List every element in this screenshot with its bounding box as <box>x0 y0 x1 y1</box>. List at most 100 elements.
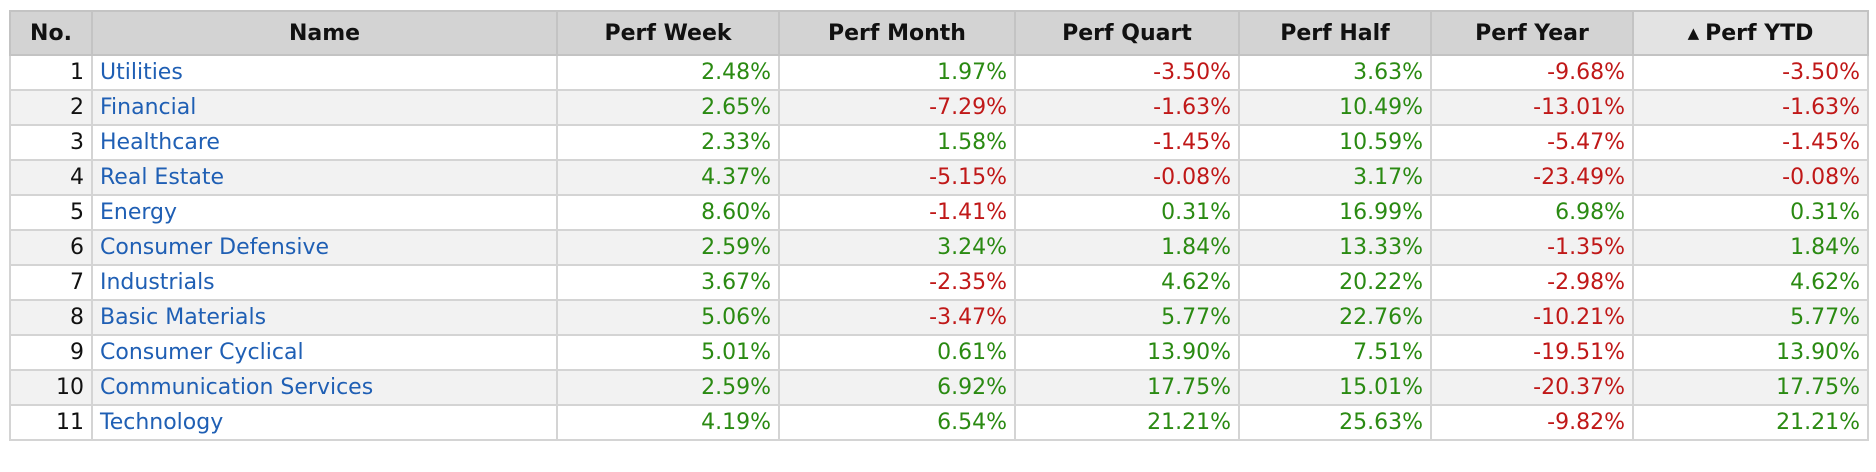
sort-up-icon: ▲ <box>1687 23 1700 42</box>
table-body: 1 Utilities 2.48% 1.97% -3.50% 3.63% -9.68% -3.… <box>9 54 1869 441</box>
perf-quart-cell: 5.77% <box>1014 299 1240 336</box>
header-row: No. Name Perf Week Perf Month Perf Quart… <box>9 10 1869 56</box>
sector-link[interactable]: Utilities <box>100 60 183 85</box>
perf-ytd-cell: 1.84% <box>1632 229 1869 266</box>
perf-month-cell: -1.41% <box>778 194 1016 231</box>
row-number-cell: 3 <box>9 124 93 161</box>
perf-half-cell: 22.76% <box>1238 299 1432 336</box>
sector-name-cell: Utilities <box>91 54 558 91</box>
perf-ytd-cell: -1.45% <box>1632 124 1869 161</box>
sector-name-cell: Financial <box>91 89 558 126</box>
table-row[interactable]: 6 Consumer Defensive 2.59% 3.24% 1.84% 13.33%… <box>9 229 1869 266</box>
sector-name-cell: Energy <box>91 194 558 231</box>
perf-ytd-cell: 0.31% <box>1632 194 1869 231</box>
perf-half-cell: 3.63% <box>1238 54 1432 91</box>
perf-month-cell: -7.29% <box>778 89 1016 126</box>
column-header-label: No. <box>30 20 72 46</box>
sector-name-cell: Basic Materials <box>91 299 558 336</box>
perf-month-cell: -5.15% <box>778 159 1016 196</box>
row-number-cell: 7 <box>9 264 93 301</box>
perf-year-cell: -9.68% <box>1430 54 1634 91</box>
row-number-cell: 9 <box>9 334 93 371</box>
perf-week-cell: 2.65% <box>556 89 780 126</box>
sector-link[interactable]: Industrials <box>100 270 215 295</box>
table-row[interactable]: 5 Energy 8.60% -1.41% 0.31% 16.99% 6.98% 0.31% <box>9 194 1869 231</box>
table-row[interactable]: 2 Financial 2.65% -7.29% -1.63% 10.49% -13.01%… <box>9 89 1869 126</box>
perf-year-cell: -13.01% <box>1430 89 1634 126</box>
perf-year-cell: -19.51% <box>1430 334 1634 371</box>
sector-link[interactable]: Basic Materials <box>100 305 267 330</box>
perf-month-cell: 6.92% <box>778 369 1016 406</box>
sector-performance-table-container: No. Name Perf Week Perf Month Perf Quart… <box>9 10 1869 441</box>
column-header-perf-year[interactable]: Perf Year <box>1430 10 1634 56</box>
perf-ytd-cell: -3.50% <box>1632 54 1869 91</box>
perf-month-cell: 3.24% <box>778 229 1016 266</box>
perf-ytd-cell: 4.62% <box>1632 264 1869 301</box>
perf-half-cell: 25.63% <box>1238 404 1432 441</box>
perf-half-cell: 7.51% <box>1238 334 1432 371</box>
table-row[interactable]: 3 Healthcare 2.33% 1.58% -1.45% 10.59% -5.47% -… <box>9 124 1869 161</box>
sector-link[interactable]: Healthcare <box>100 130 220 155</box>
sector-link[interactable]: Real Estate <box>100 165 225 190</box>
perf-year-cell: -5.47% <box>1430 124 1634 161</box>
table-row[interactable]: 7 Industrials 3.67% -2.35% 4.62% 20.22% -2.98%… <box>9 264 1869 301</box>
column-header-perf-quart[interactable]: Perf Quart <box>1014 10 1240 56</box>
row-number-cell: 6 <box>9 229 93 266</box>
sector-link[interactable]: Communication Services <box>100 375 374 400</box>
perf-half-cell: 10.49% <box>1238 89 1432 126</box>
perf-ytd-cell: 13.90% <box>1632 334 1869 371</box>
column-header-perf-month[interactable]: Perf Month <box>778 10 1016 56</box>
table-row[interactable]: 1 Utilities 2.48% 1.97% -3.50% 3.63% -9.68% -3.… <box>9 54 1869 91</box>
sector-link[interactable]: Consumer Cyclical <box>100 340 304 365</box>
column-header-perf-ytd[interactable]: ▲ Perf YTD <box>1632 10 1869 56</box>
column-header-label: Name <box>288 20 361 46</box>
sector-link[interactable]: Technology <box>100 410 224 435</box>
column-header-perf-half[interactable]: Perf Half <box>1238 10 1432 56</box>
perf-week-cell: 2.59% <box>556 229 780 266</box>
perf-month-cell: 1.97% <box>778 54 1016 91</box>
perf-quart-cell: -3.50% <box>1014 54 1240 91</box>
perf-week-cell: 4.37% <box>556 159 780 196</box>
perf-year-cell: -10.21% <box>1430 299 1634 336</box>
sector-name-cell: Technology <box>91 404 558 441</box>
perf-month-cell: 1.58% <box>778 124 1016 161</box>
perf-quart-cell: -1.45% <box>1014 124 1240 161</box>
perf-ytd-cell: 17.75% <box>1632 369 1869 406</box>
sector-name-cell: Real Estate <box>91 159 558 196</box>
sector-link[interactable]: Consumer Defensive <box>100 235 330 260</box>
perf-quart-cell: 13.90% <box>1014 334 1240 371</box>
table-row[interactable]: 10 Communication Services 2.59% 6.92% 17.75%… <box>9 369 1869 406</box>
sector-link[interactable]: Energy <box>100 200 178 225</box>
perf-ytd-cell: -0.08% <box>1632 159 1869 196</box>
perf-quart-cell: 0.31% <box>1014 194 1240 231</box>
sector-link[interactable]: Financial <box>100 95 197 120</box>
table-row[interactable]: 9 Consumer Cyclical 5.01% 0.61% 13.90% 7.51% -… <box>9 334 1869 371</box>
column-header-label: Perf Month <box>828 20 966 46</box>
sector-name-cell: Consumer Defensive <box>91 229 558 266</box>
column-header-no[interactable]: No. <box>9 10 93 56</box>
table-row[interactable]: 8 Basic Materials 5.06% -3.47% 5.77% 22.76% -1… <box>9 299 1869 336</box>
row-number-cell: 5 <box>9 194 93 231</box>
perf-quart-cell: 1.84% <box>1014 229 1240 266</box>
sector-name-cell: Industrials <box>91 264 558 301</box>
perf-ytd-cell: 5.77% <box>1632 299 1869 336</box>
column-header-label: Perf Week <box>604 20 732 46</box>
perf-month-cell: -2.35% <box>778 264 1016 301</box>
row-number-cell: 2 <box>9 89 93 126</box>
perf-week-cell: 3.67% <box>556 264 780 301</box>
column-header-label: Perf Quart <box>1062 20 1192 46</box>
perf-quart-cell: 17.75% <box>1014 369 1240 406</box>
perf-year-cell: -9.82% <box>1430 404 1634 441</box>
sector-name-cell: Communication Services <box>91 369 558 406</box>
perf-year-cell: 6.98% <box>1430 194 1634 231</box>
column-header-perf-week[interactable]: Perf Week <box>556 10 780 56</box>
column-header-name[interactable]: Name <box>91 10 558 56</box>
row-number-cell: 10 <box>9 369 93 406</box>
table-header: No. Name Perf Week Perf Month Perf Quart… <box>9 10 1869 56</box>
sector-name-cell: Healthcare <box>91 124 558 161</box>
perf-year-cell: -2.98% <box>1430 264 1634 301</box>
table-row[interactable]: 4 Real Estate 4.37% -5.15% -0.08% 3.17% -23.49… <box>9 159 1869 196</box>
table-row[interactable]: 11 Technology 4.19% 6.54% 21.21% 25.63% -9.82%… <box>9 404 1869 441</box>
perf-half-cell: 16.99% <box>1238 194 1432 231</box>
perf-week-cell: 2.59% <box>556 369 780 406</box>
